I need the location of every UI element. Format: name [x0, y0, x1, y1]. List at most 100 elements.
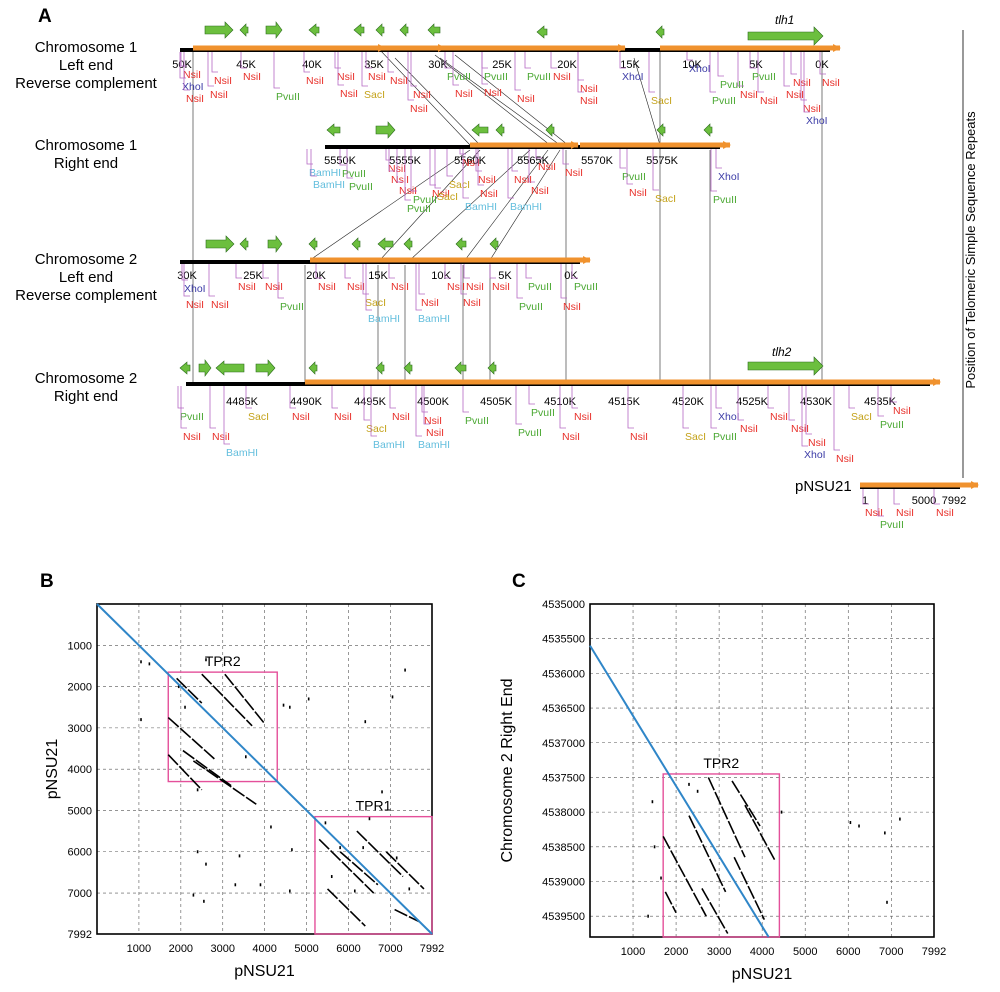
site-stem — [481, 52, 488, 85]
site-label-xhoi: XhoI — [622, 71, 644, 83]
x-tick-label: 7992 — [922, 946, 946, 958]
site-label-pvuii: PvuII — [880, 519, 904, 531]
chr1-left-orf-icon — [399, 23, 409, 37]
y-tick-label: 4537000 — [542, 738, 585, 750]
site-label-saci: SacI — [366, 423, 387, 435]
track-chr1-right: Chromosome 1 Right end 5550K 5555K 5560K 55… — [35, 121, 740, 215]
x-tick-label: 7992 — [420, 943, 444, 955]
match-dot — [196, 788, 199, 792]
site-label-nsii: NsiI — [391, 174, 409, 186]
chr1-right-orf-icon — [375, 121, 396, 139]
site-label-pvuii: PvuII — [713, 194, 737, 206]
site-stem — [462, 149, 469, 199]
site-stem — [180, 52, 187, 67]
site-stem — [515, 386, 522, 425]
track-chr1-left-label-2: Left end — [59, 57, 113, 74]
site-label-nsii: NsiI — [563, 301, 581, 313]
site-label-saci: SacI — [248, 411, 269, 423]
x-tick-label: 6000 — [836, 946, 860, 958]
repeat-box-label: TPR2 — [205, 653, 241, 669]
site-stem — [415, 264, 422, 311]
site-label-nsii: NsiI — [340, 88, 358, 100]
chr2-right-orf-icon — [487, 361, 497, 375]
x-tick-label: 6000 — [336, 943, 360, 955]
site-label-nsii: NsiI — [347, 281, 365, 293]
match-dot — [140, 718, 142, 722]
site-stem — [577, 52, 584, 81]
site-label-nsii: NsiI — [337, 71, 355, 83]
tick-label: 7992 — [942, 495, 966, 507]
site-label-nsii: NsiI — [424, 415, 442, 427]
site-label-nsii: NsiI — [186, 93, 204, 105]
match-dot — [353, 889, 356, 893]
site-stem — [788, 386, 795, 421]
site-stem — [559, 386, 566, 429]
tick-label: 15K — [368, 270, 388, 282]
site-label-saci: SacI — [685, 431, 706, 443]
site-label-bamhi: BamHI — [368, 313, 400, 325]
tick-label: 4515K — [608, 396, 640, 408]
match-dot — [884, 831, 886, 835]
site-stem — [235, 264, 242, 279]
match-dot — [696, 789, 699, 793]
match-dot — [381, 790, 383, 794]
match-dot — [289, 889, 291, 893]
site-label-bamhi: BamHI — [510, 201, 542, 213]
site-label-nsii: NsiI — [426, 427, 444, 439]
site-stem — [334, 52, 341, 69]
site-label-nsii: NsiI — [580, 83, 598, 95]
site-stem — [385, 149, 392, 161]
panel-a-letter: A — [38, 6, 52, 27]
y-tick-label: 6000 — [68, 847, 92, 859]
tick-label: 25K — [492, 59, 512, 71]
x-tick-label: 3000 — [707, 946, 731, 958]
x-tick-label: 5000 — [793, 946, 817, 958]
site-label-saci: SacI — [651, 95, 672, 107]
site-stem — [682, 386, 689, 429]
tick-label: 40K — [302, 59, 322, 71]
repeat-segment — [662, 836, 707, 917]
x-tick-label: 3000 — [211, 943, 235, 955]
site-label-nsii: NsiI — [538, 161, 556, 173]
site-stem — [245, 386, 252, 409]
repeat-segment — [182, 749, 232, 787]
site-label-xhoi: XhoI — [182, 81, 204, 93]
tick-label: 4525K — [736, 396, 768, 408]
match-dot — [140, 660, 142, 664]
track-chr1-left-label-1: Chromosome 1 — [35, 39, 138, 56]
site-stem — [444, 264, 451, 279]
x-axis-title: pNSU21 — [234, 963, 295, 980]
site-stem — [709, 52, 716, 93]
match-dot — [653, 845, 656, 849]
site-label-xhoi: XhoI — [184, 283, 206, 295]
match-dot — [259, 883, 262, 887]
site-label-pvuii: PvuII — [465, 415, 489, 427]
x-tick-label: 2000 — [664, 946, 688, 958]
chr2-right-orf-icon — [198, 359, 212, 377]
y-tick-label: 4539000 — [542, 877, 585, 889]
track-chr2-right-label-1: Chromosome 2 — [35, 370, 138, 387]
site-stem — [418, 264, 425, 295]
site-label-pvuii: PvuII — [518, 427, 542, 439]
site-label-pvuii: PvuII — [527, 71, 551, 83]
site-label-nsii: NsiI — [391, 281, 409, 293]
site-stem — [801, 386, 808, 447]
match-dot — [408, 887, 411, 891]
site-stem — [757, 52, 764, 93]
chr1-left-orf-icon — [353, 23, 365, 37]
identity-diagonal — [96, 603, 433, 935]
chr2-right-orf-icon — [255, 359, 276, 377]
site-label-pvuii: PvuII — [484, 71, 508, 83]
site-stem — [800, 52, 807, 101]
site-stem — [410, 149, 417, 192]
y-tick-label: 1000 — [68, 640, 92, 652]
site-label-nsii: NsiI — [822, 77, 840, 89]
y-tick-label: 7992 — [68, 929, 92, 941]
site-label-pvuii: PvuII — [713, 431, 737, 443]
repeat-segment — [731, 780, 761, 827]
x-tick-label: 2000 — [169, 943, 193, 955]
chr2-right-orf-icon — [215, 360, 245, 376]
repeat-segment — [733, 856, 766, 921]
site-stem — [528, 149, 535, 183]
